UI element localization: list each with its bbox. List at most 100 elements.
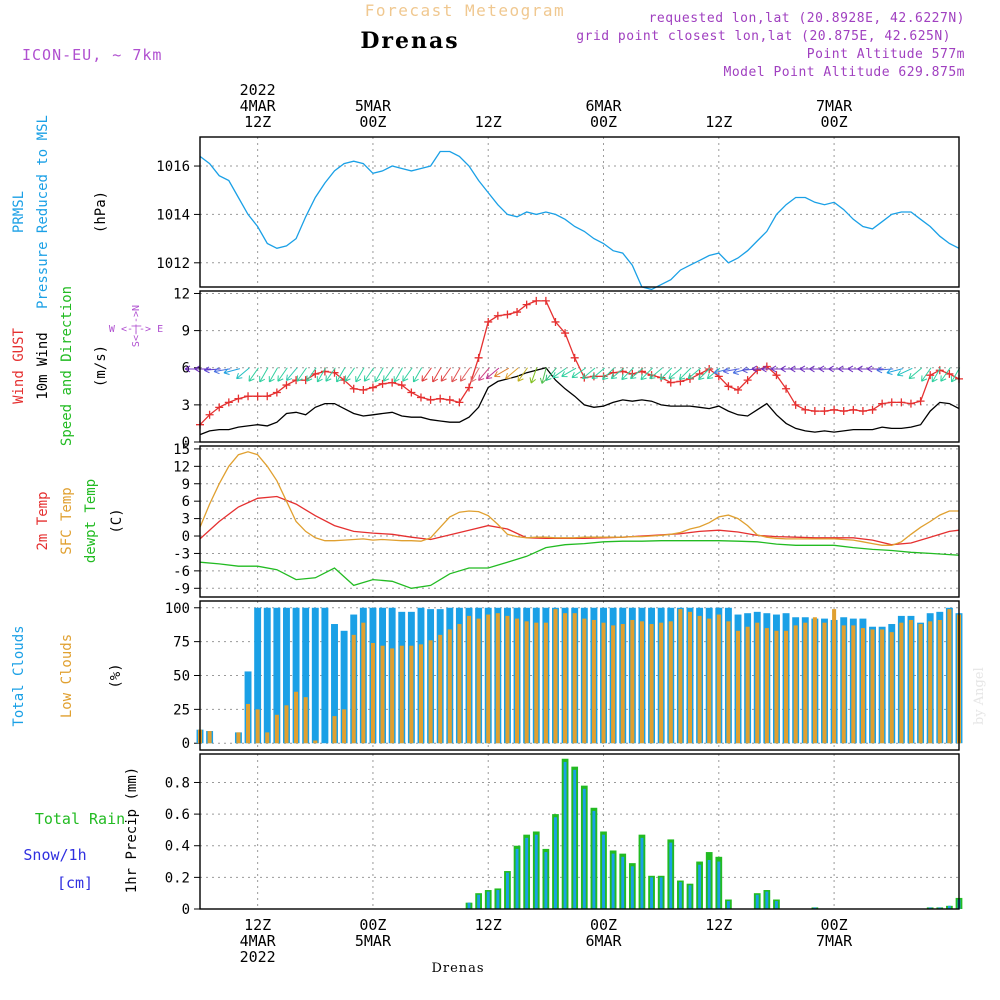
line-sfc-temp xyxy=(199,451,959,546)
bar-snow-1h xyxy=(640,837,644,909)
gust-marker xyxy=(561,329,570,338)
wind-direction-arrow xyxy=(649,367,663,380)
wind-direction-arrow xyxy=(505,367,519,380)
line-wind-gust xyxy=(199,300,960,426)
wind-direction-arrow xyxy=(640,367,653,381)
compass-rose: W <-|-> ES<-|->N xyxy=(109,305,163,347)
panel-label: Snow/1h xyxy=(23,846,86,864)
bar-low-clouds xyxy=(361,622,366,744)
gust-marker xyxy=(359,386,368,395)
gust-marker xyxy=(465,383,474,392)
time-label: 2022 xyxy=(240,948,276,966)
wind-direction-arrow xyxy=(363,367,375,382)
bar-low-clouds xyxy=(313,740,318,744)
ytick-label: 9 xyxy=(182,477,190,493)
bar-low-clouds xyxy=(303,697,308,744)
wind-direction-arrow xyxy=(459,367,471,382)
ytick-label: 0.8 xyxy=(165,775,190,791)
bar-low-clouds xyxy=(870,629,875,744)
bar-low-clouds xyxy=(774,630,779,744)
gust-marker xyxy=(407,388,416,397)
gust-marker xyxy=(897,398,906,407)
time-label: 6MAR xyxy=(585,97,622,115)
bar-low-clouds xyxy=(937,619,942,744)
gust-marker xyxy=(935,366,944,375)
bar-low-clouds xyxy=(764,628,769,744)
panel-precip: 0 0.2 0.4 0.6 0.8 Total Rain Snow/1h [cm] 1hr Pr… xyxy=(23,753,963,918)
panel-label: dewpt Temp xyxy=(83,479,99,563)
bar-low-clouds xyxy=(543,622,548,744)
bar-low-clouds xyxy=(803,622,808,744)
wind-direction-arrow xyxy=(268,367,279,383)
bar-low-clouds xyxy=(687,611,693,744)
bar-snow-1h xyxy=(515,848,519,909)
panels: 1012 1014 1016 PRMSL Pressure Reduced to MSL… xyxy=(11,115,963,918)
bar-snow-1h xyxy=(496,890,500,909)
bar-low-clouds xyxy=(351,634,356,744)
ytick-label: 50 xyxy=(173,669,190,685)
ytick-label: 0.2 xyxy=(165,870,190,886)
bar-low-clouds xyxy=(284,705,289,744)
wind-direction-arrow xyxy=(344,367,355,382)
bar-low-clouds xyxy=(591,619,596,744)
panel-label: Total Rain xyxy=(35,810,125,828)
wind-direction-arrow xyxy=(478,367,490,381)
point-altitude: Point Altitude 577m xyxy=(807,47,965,62)
bar-low-clouds xyxy=(716,614,721,744)
model-label: ICON-EU, ~ 7km xyxy=(22,46,162,64)
bar-low-clouds xyxy=(207,731,212,744)
time-label: 00Z xyxy=(359,916,386,934)
ytick-label: 0.6 xyxy=(165,807,190,823)
gust-marker xyxy=(858,407,867,416)
gust-marker xyxy=(532,296,541,305)
bar-low-clouds xyxy=(495,613,500,744)
panel-label: (%) xyxy=(108,663,124,688)
ytick-label: 1012 xyxy=(156,256,190,272)
bar-low-clouds xyxy=(265,732,270,744)
gust-marker xyxy=(503,310,512,319)
time-label: 4MAR xyxy=(240,932,277,950)
gust-marker xyxy=(878,399,887,408)
bar-snow-1h xyxy=(477,894,481,909)
time-label: 12Z xyxy=(244,916,271,934)
panel-label: Pressure Reduced to MSL xyxy=(35,115,51,309)
time-label: 00Z xyxy=(590,113,617,131)
gust-marker xyxy=(263,392,272,401)
panel-frame xyxy=(199,445,960,598)
bar-low-clouds xyxy=(515,618,520,744)
line-dewpt-temp xyxy=(199,540,960,589)
ytick-label: 0 xyxy=(182,529,190,545)
bar-low-clouds xyxy=(880,629,885,744)
bar-low-clouds xyxy=(370,642,375,744)
ytick-label: 12 xyxy=(173,286,190,302)
wind-direction-arrow xyxy=(931,367,941,383)
wind-direction-arrow xyxy=(668,367,682,380)
wind-direction-arrow xyxy=(248,367,259,382)
wind-direction-arrow xyxy=(355,367,365,383)
gust-marker xyxy=(378,379,387,388)
time-label: 12Z xyxy=(244,113,271,131)
gust-marker xyxy=(272,388,281,397)
panel-frame xyxy=(199,290,960,443)
gust-marker xyxy=(513,308,522,317)
wind-direction-arrow xyxy=(236,367,250,380)
bar-total-clouds xyxy=(263,607,271,744)
time-label: 00Z xyxy=(821,916,848,934)
bar-total-clouds xyxy=(283,607,290,744)
wind-direction-arrow xyxy=(678,367,692,381)
bar-snow-1h xyxy=(611,853,615,909)
bar-low-clouds xyxy=(630,619,635,744)
wind-direction-arrow xyxy=(285,367,298,381)
wind-direction-arrow xyxy=(545,367,557,381)
gust-marker xyxy=(916,397,925,406)
bar-low-clouds xyxy=(784,630,789,744)
wind-direction-arrow xyxy=(296,367,307,382)
bar-low-clouds xyxy=(524,621,529,744)
gust-marker xyxy=(368,383,377,392)
bar-low-clouds xyxy=(659,622,664,744)
bar-low-clouds xyxy=(793,625,798,744)
wind-direction-arrow xyxy=(539,367,547,384)
bar-low-clouds xyxy=(332,716,337,744)
